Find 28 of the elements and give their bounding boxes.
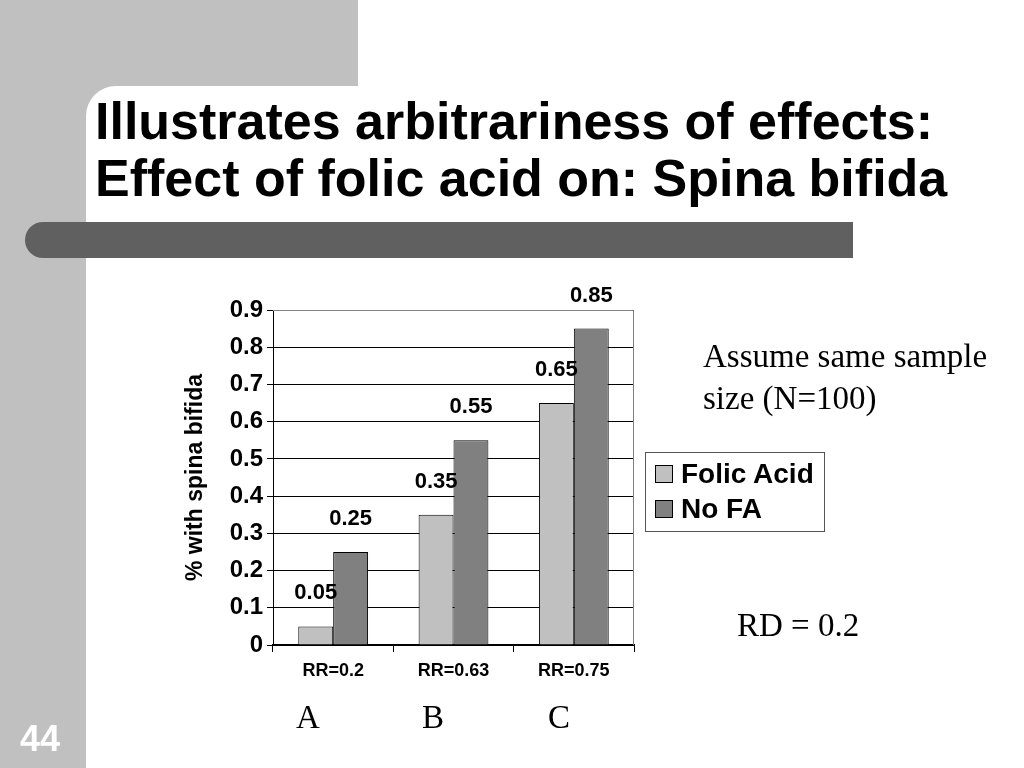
y-tick-label: 0.6 <box>229 406 263 434</box>
text: RD = 0.2 <box>737 606 860 645</box>
y-tick-label: 0.1 <box>229 592 263 620</box>
text: A <box>296 698 320 737</box>
y-tick-label: 0.8 <box>229 331 263 359</box>
data-label: 0.55 <box>449 393 493 419</box>
text: Assume same sample size (N=100) <box>703 337 989 418</box>
legend-label: Folic Acid <box>681 458 814 490</box>
chart-subtitle: Effect of folic acid on: Spina bifida <box>95 149 948 207</box>
x-tick-label: RR=0.75 <box>538 659 610 680</box>
chart-title: Illustrates arbitrariness of effects: <box>95 92 934 150</box>
x-tick-label: RR=0.63 <box>417 659 490 680</box>
y-tick-label: 0.2 <box>229 555 263 583</box>
data-label: 0.85 <box>569 281 613 307</box>
legend-label: No FA <box>681 493 762 525</box>
y-tick-label: 0.5 <box>229 443 263 471</box>
y-tick-label: 0.7 <box>229 369 263 397</box>
y-axis-title: % with spina bifida <box>181 373 208 582</box>
data-label: 0.25 <box>329 505 373 531</box>
y-tick-label: 0 <box>249 629 263 657</box>
x-tick-label: RR=0.2 <box>302 659 364 680</box>
text: 44 <box>20 718 61 760</box>
text: B <box>422 698 445 737</box>
data-label: 0.35 <box>414 467 458 493</box>
y-tick-label: 0.4 <box>229 480 264 508</box>
y-tick-label: 0.3 <box>229 517 263 545</box>
y-tick-label: 0.9 <box>229 294 263 322</box>
text: C <box>548 698 571 737</box>
